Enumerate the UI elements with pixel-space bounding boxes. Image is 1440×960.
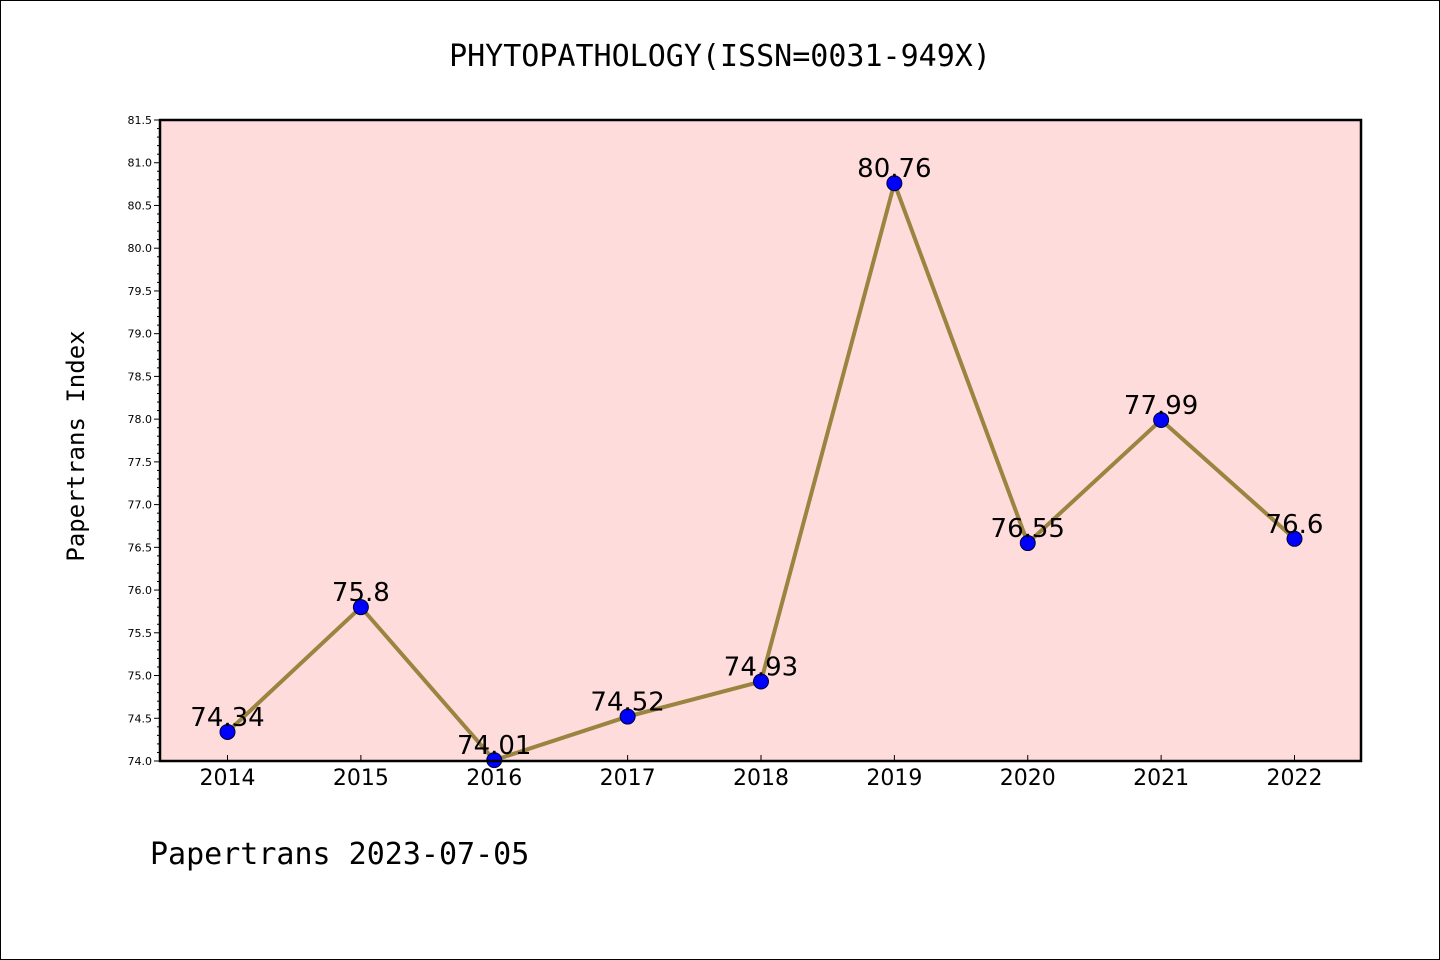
data-point-marker [1153,411,1170,428]
y-tick-label: 78.5 [128,370,153,383]
x-tick-label: 2020 [1000,766,1056,791]
x-tick-label: 2016 [466,766,522,791]
data-point-marker [619,708,636,725]
y-tick-label: 75.0 [128,670,153,683]
x-tick-label: 2015 [333,766,389,791]
y-tick-label: 77.5 [128,456,153,469]
plot-border [158,118,1363,763]
y-tick-label: 74.0 [128,755,153,768]
y-tick-label: 80.5 [128,199,153,212]
series-markers [219,175,1303,769]
x-tick-label: 2017 [600,766,656,791]
y-tick-label: 77.0 [128,499,153,512]
y-tick-label: 79.0 [128,328,153,341]
y-tick-label: 81.5 [128,114,153,127]
data-point-marker [886,175,903,192]
x-axis-ticks: 2014 2015 2016 2017 2018 2019 2020 2021 2022 [200,755,1323,791]
data-point-marker [753,673,769,690]
data-labels: 74.34 75.8 74.01 74.52 74.93 80.76 76.55 77.99 7… [190,154,1323,761]
data-point-label: 74.01 [457,731,531,761]
plot-area [160,120,1361,761]
x-tick-label: 2022 [1267,766,1323,791]
x-tick-label: 2021 [1133,766,1189,791]
y-tick-label: 78.0 [128,413,153,426]
x-tick-label: 2018 [733,766,789,791]
x-tick-label: 2019 [866,766,922,791]
data-point-label: 76.55 [991,514,1065,544]
y-tick-label: 75.5 [128,627,153,640]
footer-credit: Papertrans 2023-07-05 [150,837,529,872]
y-tick-label: 79.5 [128,285,153,298]
data-point-marker [352,599,369,616]
y-tick-label: 81.0 [128,157,153,170]
data-point-marker [1019,535,1036,552]
y-tick-label: 80.0 [128,242,153,255]
data-point-label: 75.8 [332,578,390,608]
y-tick-label: 76.5 [128,541,153,554]
x-tick-label: 2014 [200,766,256,791]
data-point-label: 77.99 [1124,391,1198,421]
data-point-label: 80.76 [857,154,931,184]
y-axis-label: Papertrans Index [62,330,90,561]
data-point-label: 74.34 [190,703,264,733]
y-tick-label: 76.0 [128,584,153,597]
data-point-label: 74.52 [590,688,664,718]
data-point-label: 74.93 [724,653,798,683]
data-point-label: 76.6 [1266,510,1324,540]
data-point-marker [219,723,236,740]
y-tick-label: 74.5 [128,712,153,725]
y-axis-ticks: 74.0 74.5 75.0 75.5 76.0 76.5 77.0 77.5 78.0 78.5… [128,114,160,768]
chart-title: PHYTOPATHOLOGY(ISSN=0031-949X) [449,39,991,74]
data-point-marker [1286,530,1303,547]
